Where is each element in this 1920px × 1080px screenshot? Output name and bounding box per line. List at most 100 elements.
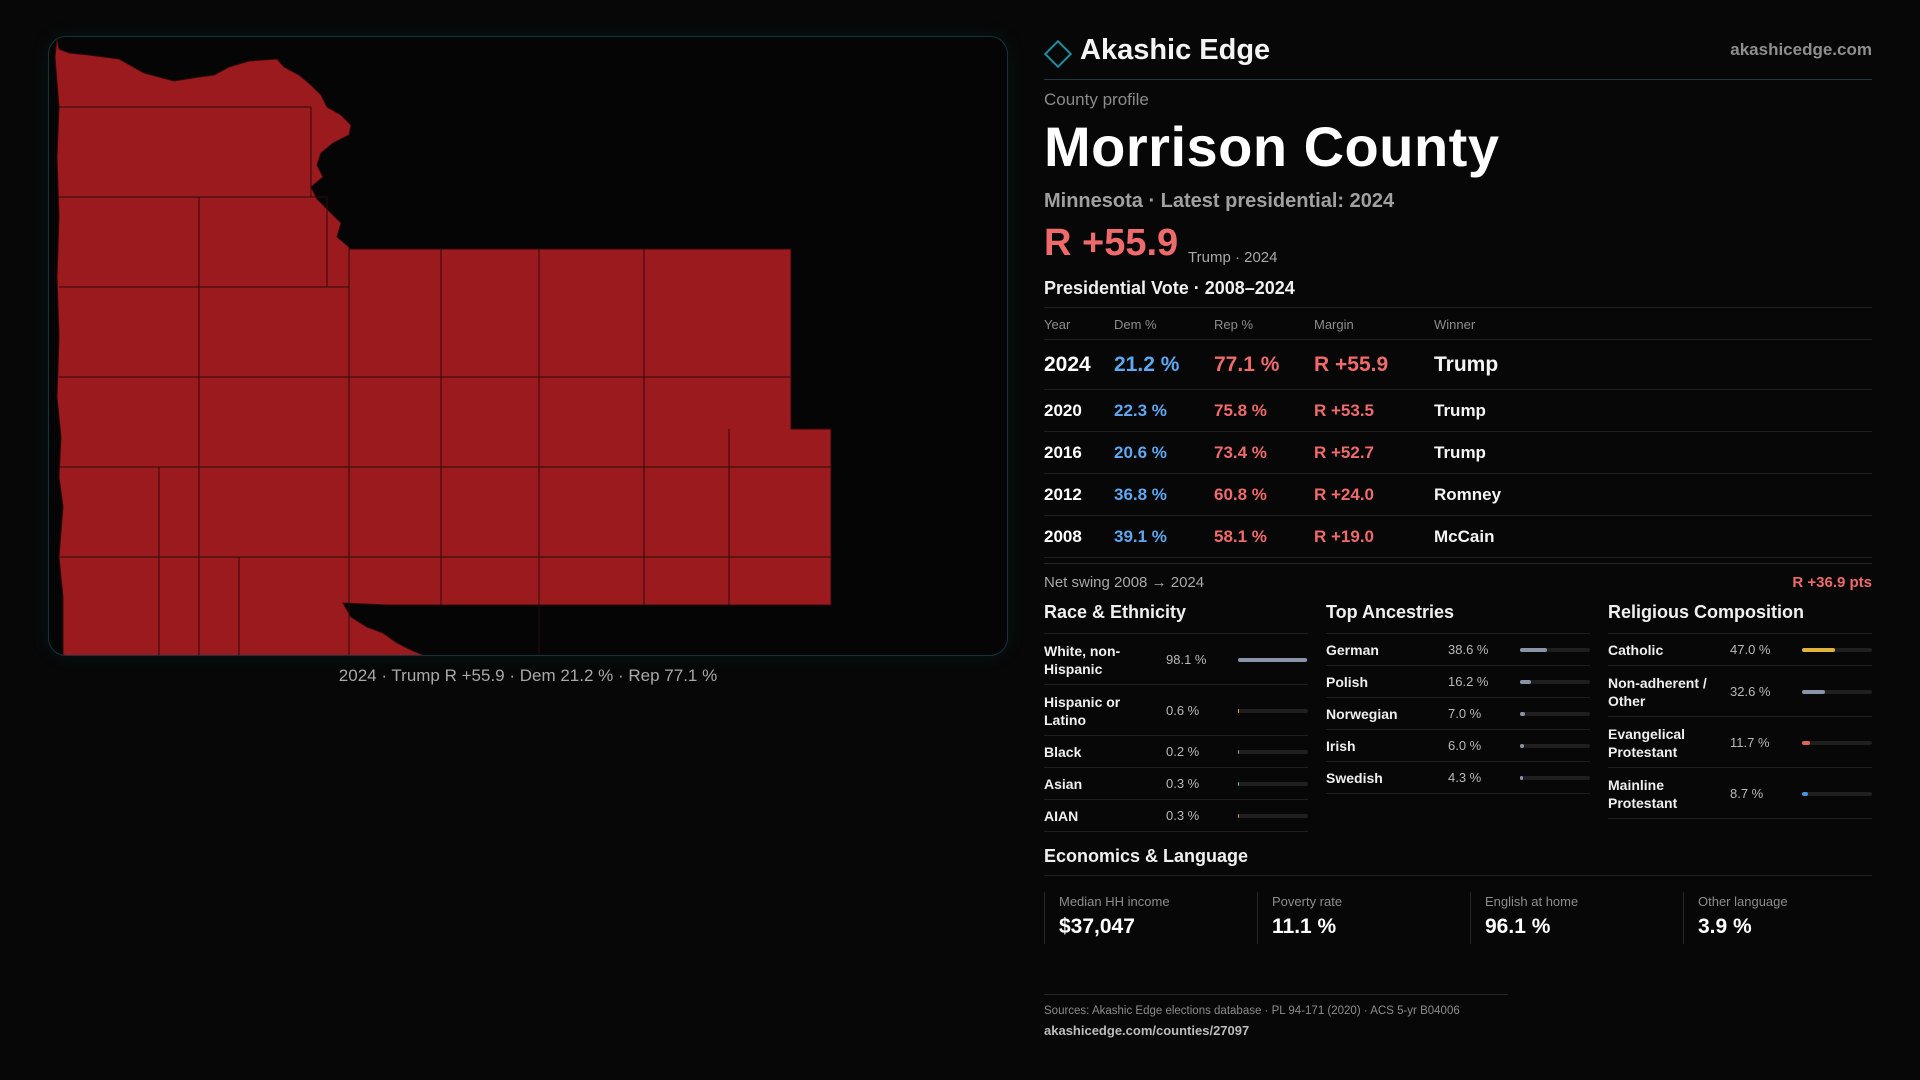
race-section-title: Race & Ethnicity: [1044, 602, 1308, 634]
brand-header: Akashic Edge akashicedge.com: [1043, 34, 1872, 80]
item-bar-track: [1520, 712, 1590, 716]
table-row[interactable]: 2008 39.1 % 58.1 % R +19.0 McCain: [1044, 515, 1872, 557]
item-bar-track: [1520, 776, 1590, 780]
economics-stats: Median HH income $37,047 Poverty rate 11…: [1044, 892, 1872, 944]
stat-label: English at home: [1485, 894, 1579, 909]
item-label: Polish: [1326, 674, 1369, 690]
item-bar-track: [1520, 680, 1590, 684]
stat-label: Poverty rate: [1272, 894, 1343, 909]
item-label: Swedish: [1326, 770, 1383, 786]
item-bar-fill: [1802, 741, 1811, 745]
item-bar-track: [1520, 744, 1590, 748]
item-bar-fill: [1520, 712, 1525, 716]
county-shape[interactable]: [54, 37, 832, 656]
item-bar-track: [1238, 750, 1308, 754]
item-bar-track: [1802, 792, 1872, 796]
page-subtitle: Minnesota · Latest presidential: 2024: [1044, 190, 1395, 212]
headline-margin: R +55.9: [1044, 222, 1179, 264]
stat-value: 96.1 %: [1485, 915, 1551, 938]
table-row[interactable]: 2012 36.8 % 60.8 % R +24.0 Romney: [1044, 473, 1872, 515]
row-year: 2024: [1044, 353, 1091, 376]
county-map[interactable]: [49, 37, 1008, 656]
header-margin: Margin: [1314, 317, 1354, 332]
brand-name[interactable]: Akashic Edge: [1080, 34, 1271, 66]
item-value: 98.1 %: [1166, 652, 1207, 667]
stat-other-language: Other language 3.9 %: [1683, 892, 1890, 944]
stat-value: 3.9 %: [1698, 915, 1752, 938]
ancestry-section-title: Top Ancestries: [1326, 602, 1590, 634]
item-value: 6.0 %: [1448, 738, 1482, 753]
row-margin: R +55.9: [1314, 353, 1389, 376]
net-swing-value: R +36.9 pts: [1792, 574, 1872, 591]
row-winner: Trump: [1434, 401, 1486, 420]
header-year: Year: [1044, 317, 1071, 332]
item-label: Mainline Protestant: [1608, 777, 1678, 811]
item-label: Asian: [1044, 776, 1083, 792]
religion-section: Religious Composition Catholic 47.0 % No…: [1608, 602, 1872, 819]
row-dem: 20.6 %: [1114, 443, 1167, 462]
item-value: 0.6 %: [1166, 703, 1200, 718]
item-label: German: [1326, 642, 1379, 658]
row-rep: 60.8 %: [1214, 485, 1267, 504]
item-bar-track: [1238, 782, 1308, 786]
source-url-link[interactable]: akashicedge.com/counties/27097: [1044, 1023, 1250, 1038]
stat-poverty-rate: Poverty rate 11.1 %: [1257, 892, 1464, 944]
item-label: Black: [1044, 744, 1082, 760]
item-value: 32.6 %: [1730, 684, 1771, 699]
list-item: Hispanic or Latino 0.6 %: [1044, 685, 1308, 736]
row-dem: 22.3 %: [1114, 401, 1167, 420]
stat-label: Other language: [1698, 894, 1788, 909]
row-margin: R +53.5: [1314, 401, 1375, 420]
religion-section-title: Religious Composition: [1608, 602, 1872, 634]
item-bar-fill: [1238, 658, 1307, 662]
item-value: 11.7 %: [1730, 735, 1770, 750]
headline-winner: Trump · 2024: [1188, 249, 1278, 266]
list-item: Asian 0.3 %: [1044, 768, 1308, 800]
list-item: White, non-Hispanic 98.1 %: [1044, 634, 1308, 685]
item-value: 47.0 %: [1730, 642, 1771, 657]
item-value: 4.3 %: [1448, 770, 1482, 785]
list-item: Irish 6.0 %: [1326, 730, 1590, 762]
ancestries-section: Top Ancestries German 38.6 % Polish 16.2…: [1326, 602, 1590, 794]
table-row[interactable]: 2020 22.3 % 75.8 % R +53.5 Trump: [1044, 389, 1872, 431]
row-winner: Trump: [1434, 353, 1499, 376]
item-label: Catholic: [1608, 642, 1664, 658]
item-value: 0.3 %: [1166, 776, 1200, 791]
row-winner: Trump: [1434, 443, 1486, 462]
row-margin: R +19.0: [1314, 527, 1375, 546]
list-item: Non-adherent / Other 32.6 %: [1608, 666, 1872, 717]
item-label: White, non-Hispanic: [1044, 643, 1121, 677]
item-label: Norwegian: [1326, 706, 1398, 722]
row-year: 2012: [1044, 485, 1082, 504]
row-rep: 73.4 %: [1214, 443, 1267, 462]
list-item: Polish 16.2 %: [1326, 666, 1590, 698]
net-swing-row: Net swing 2008 → 2024 R +36.9 pts: [1044, 563, 1872, 591]
item-bar-fill: [1802, 648, 1835, 652]
map-caption: 2024 · Trump R +55.9 · Dem 21.2 % · Rep …: [338, 666, 718, 685]
race-ethnicity-section: Race & Ethnicity White, non-Hispanic 98.…: [1044, 602, 1308, 832]
sources-line: Sources: Akashic Edge elections database…: [1044, 1005, 1460, 1017]
list-item: Catholic 47.0 %: [1608, 634, 1872, 666]
county-map-panel[interactable]: [48, 36, 1008, 656]
row-winner: McCain: [1434, 527, 1495, 546]
item-value: 0.3 %: [1166, 808, 1200, 823]
item-bar-track: [1802, 648, 1872, 652]
stat-english-at-home: English at home 96.1 %: [1470, 892, 1677, 944]
table-row[interactable]: 2024 21.2 % 77.1 % R +55.9 Trump: [1044, 339, 1872, 389]
item-label: Hispanic or Latino: [1044, 694, 1121, 728]
list-item: Evangelical Protestant 11.7 %: [1608, 717, 1872, 768]
presidential-vote-table: Year Dem % Rep % Margin Winner 2024 21.2…: [1044, 307, 1872, 567]
row-margin: R +52.7: [1314, 443, 1375, 462]
item-label: Irish: [1326, 738, 1356, 754]
item-value: 8.7 %: [1730, 786, 1764, 801]
vote-section-title: Presidential Vote · 2008–2024: [1044, 278, 1295, 298]
profile-kicker: County profile: [1044, 90, 1149, 109]
list-item: Swedish 4.3 %: [1326, 762, 1590, 794]
item-value: 16.2 %: [1448, 674, 1489, 689]
brand-url[interactable]: akashicedge.com: [1730, 40, 1872, 59]
header-rep: Rep %: [1214, 317, 1254, 332]
stat-label: Median HH income: [1059, 894, 1170, 909]
table-row[interactable]: 2016 20.6 % 73.4 % R +52.7 Trump: [1044, 431, 1872, 473]
item-bar-track: [1520, 648, 1590, 652]
row-margin: R +24.0: [1314, 485, 1375, 504]
